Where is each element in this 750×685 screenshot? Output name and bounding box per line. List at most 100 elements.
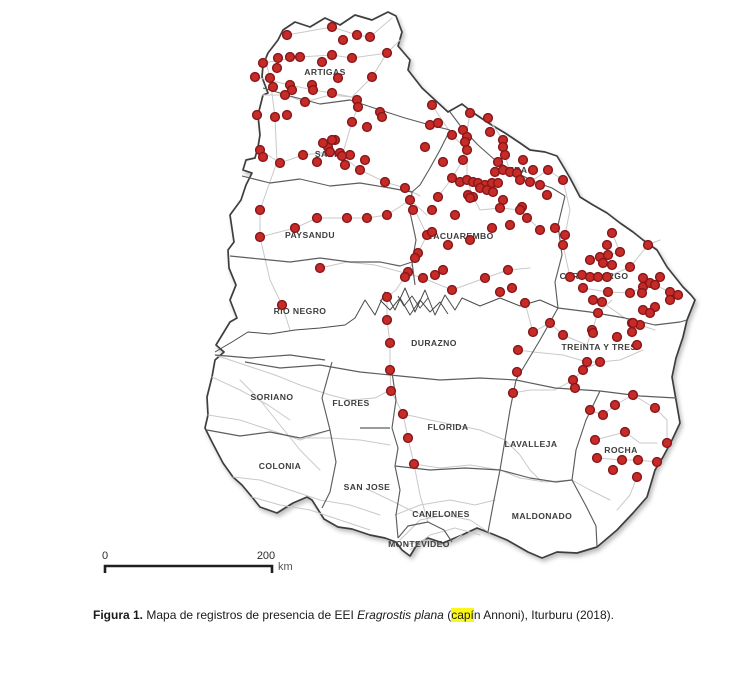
presence-dot: [594, 356, 606, 368]
department-label: FLORIDA: [428, 422, 469, 432]
presence-dot: [346, 116, 358, 128]
department-border: [241, 175, 413, 193]
presence-dot: [316, 56, 328, 68]
presence-dot: [494, 286, 506, 298]
presence-dot: [457, 154, 469, 166]
presence-dot: [614, 246, 626, 258]
presence-dot: [597, 257, 609, 269]
department-label: SORIANO: [251, 392, 294, 402]
department-label: DURAZNO: [411, 338, 457, 348]
road-line: [394, 499, 496, 516]
presence-dot: [624, 287, 636, 299]
department-border: [499, 469, 573, 483]
department-border: [391, 427, 401, 539]
presence-dot: [251, 109, 263, 121]
presence-dot: [609, 399, 621, 411]
presence-dot: [408, 458, 420, 470]
presence-dot: [404, 194, 416, 206]
presence-dot: [664, 294, 676, 306]
presence-dot: [314, 262, 326, 274]
presence-dot: [446, 284, 458, 296]
country-outline: [204, 11, 696, 559]
caption-highlighted-term: capí: [451, 608, 474, 622]
presence-dot: [429, 269, 441, 281]
presence-dot: [601, 239, 613, 251]
presence-dot: [651, 456, 663, 468]
department-label: RIO NEGRO: [274, 306, 327, 316]
road-line: [366, 488, 431, 519]
presence-dot: [284, 51, 296, 63]
department-border: [229, 255, 413, 267]
presence-dot: [584, 254, 596, 266]
road-line: [211, 376, 291, 421]
presence-dot: [359, 154, 371, 166]
presence-dot: [336, 150, 348, 162]
presence-dot: [426, 226, 438, 238]
scale-bar-start-label: 0: [102, 550, 108, 562]
department-border: [391, 371, 397, 429]
road-line: [596, 457, 658, 463]
presence-dot: [484, 126, 496, 138]
presence-dot: [399, 271, 411, 283]
road-line: [404, 534, 463, 546]
department-border: [571, 479, 598, 548]
presence-dot: [307, 84, 319, 96]
presence-dot: [492, 156, 504, 168]
presence-dot: [514, 204, 526, 216]
presence-dot: [271, 62, 283, 74]
department-label: ARTIGAS: [304, 67, 345, 77]
presence-dot: [352, 101, 364, 113]
presence-dot: [619, 426, 631, 438]
presence-dot: [274, 157, 286, 169]
presence-dot: [544, 317, 556, 329]
presence-dot: [587, 294, 599, 306]
presence-dot: [264, 72, 276, 84]
presence-dot: [482, 112, 494, 124]
presence-dot: [317, 137, 329, 149]
presence-dot: [514, 174, 526, 186]
presence-dot: [279, 89, 291, 101]
presence-dot: [267, 81, 279, 93]
presence-dot: [504, 219, 516, 231]
presence-dot: [507, 387, 519, 399]
presence-dot: [384, 337, 396, 349]
presence-dot: [437, 156, 449, 168]
presence-dot: [257, 151, 269, 163]
uruguay-presence-map: ARTIGASSALTORIVERAPAYSANDUTACUAREMBOCERR…: [102, 11, 696, 573]
map-canvas: ARTIGASSALTORIVERAPAYSANDUTACUAREMBOCERR…: [102, 11, 696, 573]
presence-dot: [602, 249, 614, 261]
presence-dot: [281, 29, 293, 41]
presence-dot: [527, 326, 539, 338]
presence-dot: [426, 99, 438, 111]
department-border: [321, 429, 337, 509]
presence-dot: [616, 454, 628, 466]
presence-dot: [311, 156, 323, 168]
department-label: LAVALLEJA: [505, 439, 558, 449]
department-label: TACUAREMBO: [428, 231, 493, 241]
presence-dot: [332, 72, 344, 84]
road-line: [499, 469, 611, 501]
presence-dot: [521, 212, 533, 224]
presence-dot: [631, 471, 643, 483]
presence-dot: [339, 159, 351, 171]
presence-dot: [549, 222, 561, 234]
department-border: [214, 354, 326, 361]
presence-dot: [381, 314, 393, 326]
presence-dot: [591, 452, 603, 464]
presence-dot: [407, 204, 419, 216]
presence-dot: [596, 296, 608, 308]
presence-dot: [346, 52, 358, 64]
road-line: [504, 439, 543, 483]
presence-dot: [286, 84, 298, 96]
presence-dot: [464, 192, 476, 204]
presence-dot: [512, 344, 524, 356]
presence-dot: [446, 172, 458, 184]
presence-dot: [299, 96, 311, 108]
presence-dot: [581, 356, 593, 368]
department-border: [397, 521, 453, 543]
department-label: MONTEVIDEO: [388, 539, 450, 549]
presence-dot: [289, 222, 301, 234]
presence-dot: [506, 282, 518, 294]
presence-dot: [254, 231, 266, 243]
presence-dot: [606, 227, 618, 239]
